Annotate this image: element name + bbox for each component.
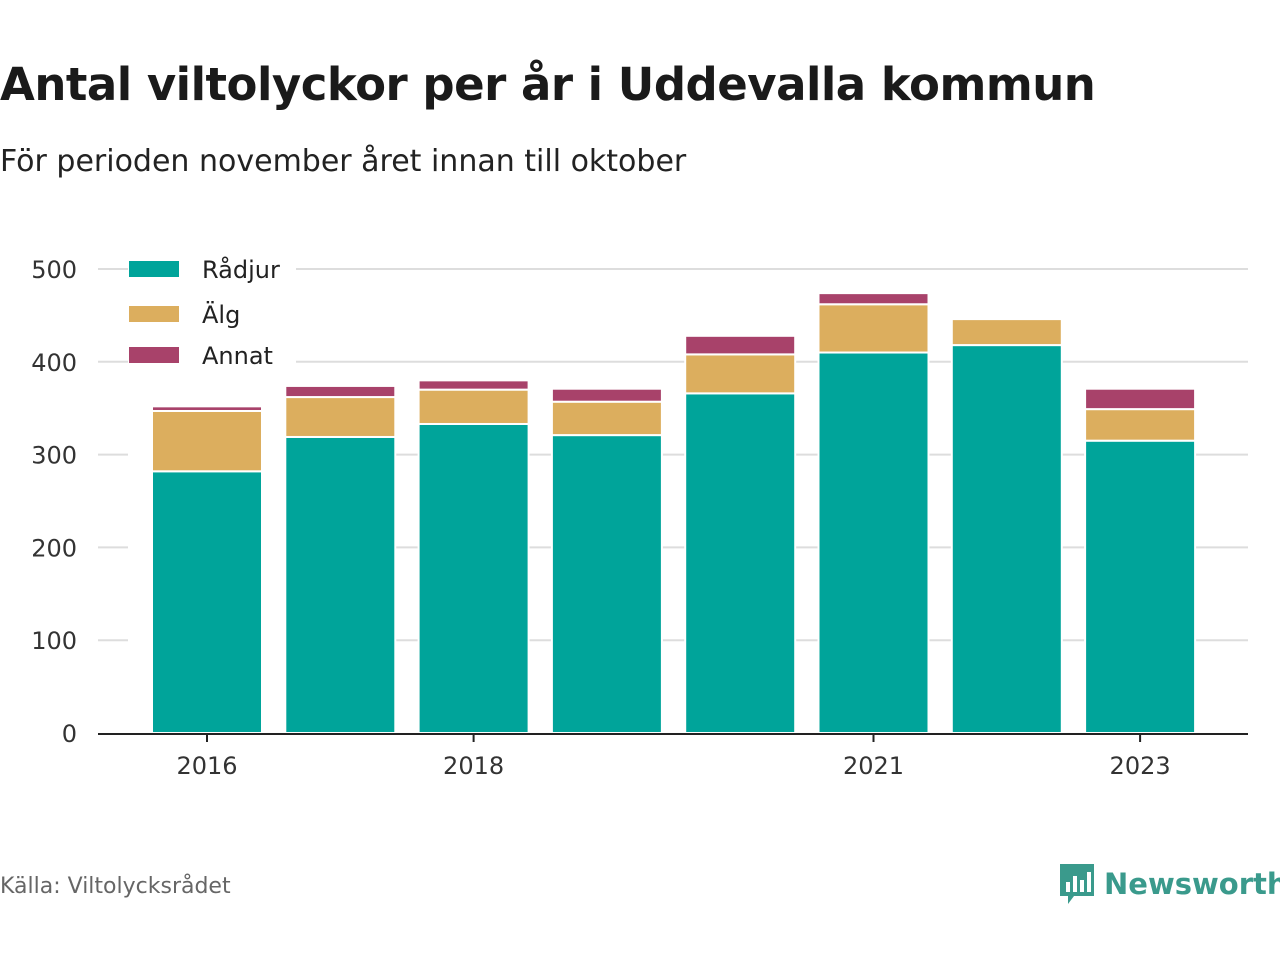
bar-segment-älg [151,409,263,473]
y-tick-label: 400 [31,349,77,377]
x-axis-ticks: 2016 2018 2021 2023 [176,734,1171,780]
bar-segment-annat [284,384,397,399]
y-tick-label: 300 [31,442,77,470]
legend-swatch-älg [129,306,179,322]
bar-chart-logo-icon [1060,864,1094,904]
legend: Rådjur Älg Annat [129,255,280,370]
x-tick-label: 2016 [176,752,237,780]
bar-segment-rådjur [417,422,530,734]
legend-label: Annat [202,342,273,370]
grid-lines [98,268,1248,642]
bar-segment-rådjur [950,344,1063,734]
bar-segment-rådjur [151,470,263,734]
bar-segment-älg [684,353,797,395]
x-tick-label: 2023 [1110,752,1171,780]
bar-segment-älg [1084,408,1197,442]
y-tick-label: 500 [31,256,77,284]
bar-segment-annat [817,292,930,306]
y-tick-label: 200 [31,534,77,562]
source-note: Källa: Viltolycksrådet [0,874,231,899]
bars [151,292,1197,734]
bar-segment-älg [950,318,1063,347]
bar-segment-rådjur [1084,439,1197,734]
bar-segment-älg [817,303,930,354]
brand-logo: Newsworthy [1058,862,1280,906]
x-tick-label: 2018 [443,752,504,780]
legend-swatch-annat [129,347,179,363]
bar-segment-rådjur [550,434,663,734]
bar-segment-annat [1084,387,1197,411]
chart-subtitle: För perioden november året innan till ok… [0,144,687,179]
y-tick-label: 100 [31,627,77,655]
legend-swatch-rådjur [129,261,179,277]
y-axis-ticks: 0 100 200 300 400 500 [31,256,77,748]
bar-segment-annat [151,405,263,412]
brand-name: Newsworthy [1104,867,1280,901]
x-tick-label: 2021 [843,752,904,780]
bar-segment-annat [684,334,797,356]
bar-segment-älg [417,388,530,425]
bar-segment-annat [417,379,530,391]
bar-segment-älg [284,396,397,438]
y-tick-label: 0 [62,720,77,748]
bar-segment-rådjur [284,435,397,734]
bar-segment-rådjur [684,392,797,734]
chart-title: Antal viltolyckor per år i Uddevalla kom… [0,58,1096,111]
legend-label: Rådjur [202,255,280,284]
legend-label: Älg [202,300,240,329]
bar-segment-annat [550,387,663,403]
bar-segment-älg [550,400,663,437]
bar-segment-rådjur [817,351,930,734]
